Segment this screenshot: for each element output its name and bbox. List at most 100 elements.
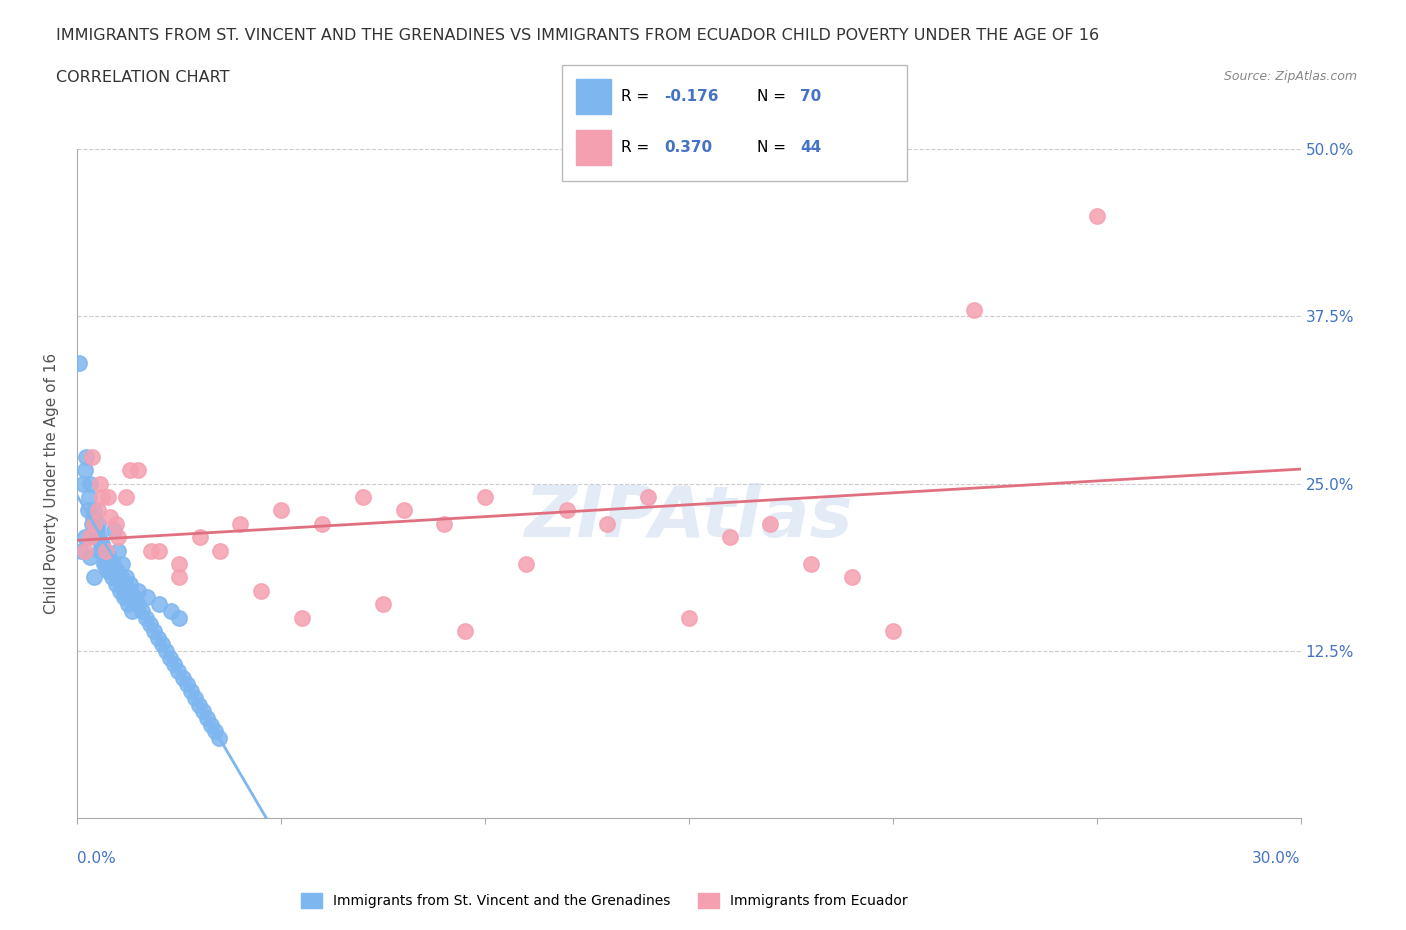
Point — [73, 463, 96, 478]
Text: N =: N = — [756, 140, 792, 155]
Point — [111, 556, 134, 571]
Text: -0.176: -0.176 — [664, 89, 718, 104]
Point — [143, 623, 166, 638]
Point — [98, 564, 121, 578]
Point — [98, 550, 121, 565]
Point — [159, 650, 181, 665]
Point — [87, 516, 110, 531]
Point — [250, 583, 273, 598]
Point — [188, 530, 211, 545]
Point — [103, 556, 125, 571]
Text: R =: R = — [621, 89, 654, 104]
Point — [392, 503, 415, 518]
Point — [105, 564, 128, 578]
FancyBboxPatch shape — [562, 65, 907, 181]
Point — [637, 489, 659, 504]
Point — [89, 543, 111, 558]
Point — [127, 597, 149, 612]
Point — [841, 570, 863, 585]
Point — [963, 302, 986, 317]
Point — [135, 610, 157, 625]
Point — [148, 543, 170, 558]
Point — [80, 516, 103, 531]
Point — [72, 476, 94, 491]
Text: Source: ZipAtlas.com: Source: ZipAtlas.com — [1223, 70, 1357, 83]
Point — [169, 610, 191, 625]
Point — [87, 503, 110, 518]
Point — [79, 476, 101, 491]
Point — [454, 623, 477, 638]
Point — [184, 690, 207, 705]
Point — [122, 590, 145, 604]
Point — [172, 671, 194, 685]
Text: R =: R = — [621, 140, 654, 155]
Point — [115, 570, 138, 585]
Point — [291, 610, 314, 625]
Point — [90, 537, 112, 551]
Point — [103, 523, 125, 538]
Text: 0.0%: 0.0% — [77, 851, 117, 866]
Point — [97, 489, 120, 504]
Point — [229, 516, 252, 531]
Text: ZIPAtlas: ZIPAtlas — [524, 483, 853, 551]
Point — [146, 631, 169, 645]
Point — [187, 698, 209, 712]
Point — [75, 449, 97, 464]
Point — [1085, 208, 1108, 223]
Point — [139, 617, 162, 631]
Point — [105, 516, 128, 531]
Text: 30.0%: 30.0% — [1253, 851, 1301, 866]
Point — [84, 530, 107, 545]
Point — [474, 489, 496, 504]
Point — [75, 530, 97, 545]
Text: IMMIGRANTS FROM ST. VINCENT AND THE GRENADINES VS IMMIGRANTS FROM ECUADOR CHILD : IMMIGRANTS FROM ST. VINCENT AND THE GREN… — [56, 28, 1099, 43]
Text: 44: 44 — [800, 140, 821, 155]
Point — [80, 449, 103, 464]
Point — [107, 530, 129, 545]
Point — [160, 604, 183, 618]
Point — [128, 463, 150, 478]
Point — [101, 570, 124, 585]
Text: 0.370: 0.370 — [664, 140, 713, 155]
Point — [79, 530, 101, 545]
Point — [371, 597, 394, 612]
Point — [167, 664, 190, 679]
Point — [94, 556, 117, 571]
Point — [83, 570, 105, 585]
Point — [83, 503, 105, 518]
Point — [208, 731, 231, 746]
Point — [163, 657, 186, 671]
Point — [86, 523, 108, 538]
Bar — [576, 79, 610, 114]
Point — [882, 623, 904, 638]
Point — [800, 556, 823, 571]
Point — [169, 556, 191, 571]
Text: CORRELATION CHART: CORRELATION CHART — [56, 70, 229, 85]
Point — [678, 610, 700, 625]
Point — [79, 550, 101, 565]
Point — [311, 516, 333, 531]
Point — [82, 510, 104, 525]
Point — [555, 503, 578, 518]
Point — [596, 516, 619, 531]
Text: N =: N = — [756, 89, 792, 104]
Point — [115, 489, 138, 504]
Point — [70, 543, 93, 558]
Point — [155, 644, 177, 658]
Point — [110, 570, 132, 585]
Point — [195, 711, 218, 725]
Y-axis label: Child Poverty Under the Age of 16: Child Poverty Under the Age of 16 — [44, 353, 59, 614]
Point — [176, 677, 198, 692]
Point — [139, 543, 162, 558]
Point — [76, 503, 98, 518]
Point — [120, 577, 142, 591]
Point — [718, 530, 741, 545]
Point — [270, 503, 292, 518]
Point — [204, 724, 226, 738]
Point — [90, 537, 112, 551]
Point — [117, 597, 139, 612]
Point — [75, 543, 97, 558]
Point — [94, 543, 117, 558]
Legend: Immigrants from St. Vincent and the Grenadines, Immigrants from Ecuador: Immigrants from St. Vincent and the Gren… — [295, 888, 914, 914]
Point — [121, 604, 143, 618]
